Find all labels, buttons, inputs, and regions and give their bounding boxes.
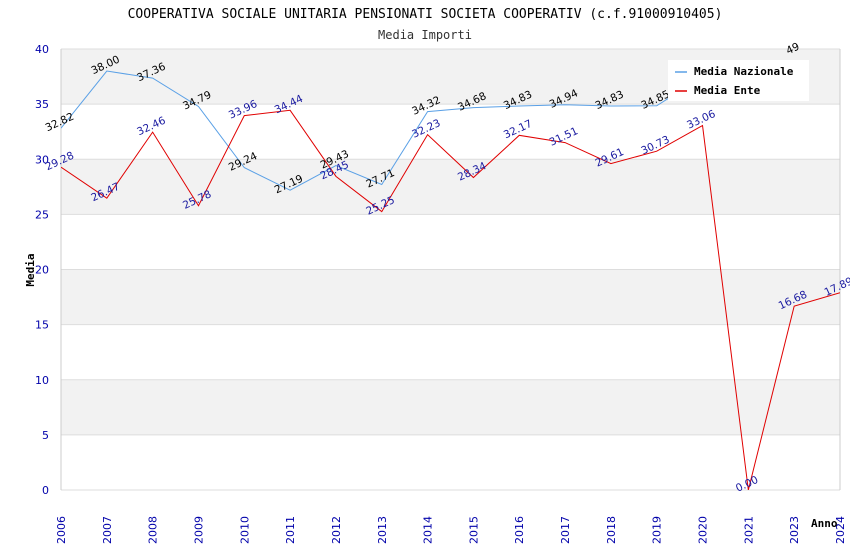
y-tick-label: 0 — [42, 484, 49, 497]
grid-band — [61, 269, 840, 325]
x-tick-label: 2010 — [238, 516, 251, 544]
grid-band — [61, 434, 840, 490]
grid-band — [61, 379, 840, 435]
y-axis-label: Media — [24, 253, 37, 286]
y-tick-label: 5 — [42, 429, 49, 442]
x-tick-label: 2013 — [376, 516, 389, 544]
x-tick-label: 2006 — [55, 516, 68, 544]
chart-title: COOPERATIVA SOCIALE UNITARIA PENSIONATI … — [128, 7, 723, 22]
x-tick-label: 2020 — [697, 516, 710, 544]
grid-lines — [60, 48, 841, 491]
legend: Media Nazionale Media Ente — [668, 60, 809, 101]
x-tick-label: 2014 — [422, 516, 435, 544]
x-tick-label: 2009 — [192, 516, 205, 544]
x-axis-label: Anno — [811, 517, 838, 530]
grid-band — [61, 214, 840, 270]
legend-box — [668, 60, 809, 101]
y-tick-label: 35 — [35, 98, 49, 111]
y-tick-label: 25 — [35, 208, 49, 221]
y-tick-label: 15 — [35, 319, 49, 332]
series-line-ente — [61, 109, 840, 490]
grid-band — [61, 324, 840, 380]
x-axis-ticks: 2006 2007 2008 2009 2010 2011 2012 2013 2014 2015… — [55, 516, 847, 544]
y-tick-label: 40 — [35, 43, 49, 56]
y-tick-label: 30 — [35, 153, 49, 166]
y-axis-ticks: 0 5 10 15 20 25 30 35 40 — [35, 43, 49, 497]
x-tick-label: 2012 — [330, 516, 343, 544]
x-tick-label: 2007 — [101, 516, 114, 544]
x-tick-label: 2015 — [467, 516, 480, 544]
chart-subtitle: Media Importi — [378, 28, 472, 42]
y-tick-label: 10 — [35, 374, 49, 387]
x-tick-label: 2018 — [605, 516, 618, 544]
legend-label-nazionale: Media Nazionale — [694, 65, 794, 78]
series-lines — [61, 55, 840, 490]
x-tick-label: 2021 — [742, 516, 755, 544]
x-tick-label: 2023 — [788, 516, 801, 544]
x-tick-label: 2016 — [513, 516, 526, 544]
x-tick-label: 2017 — [559, 516, 572, 544]
grid-band — [61, 104, 840, 160]
legend-label-ente: Media Ente — [694, 84, 761, 97]
x-tick-label: 2024 — [834, 516, 847, 544]
y-tick-label: 20 — [35, 264, 49, 277]
x-tick-label: 2011 — [284, 516, 297, 544]
grid-band — [61, 159, 840, 215]
data-label-nazionale: 49 — [784, 41, 801, 58]
x-tick-label: 2008 — [147, 516, 160, 544]
x-tick-label: 2019 — [651, 516, 664, 544]
